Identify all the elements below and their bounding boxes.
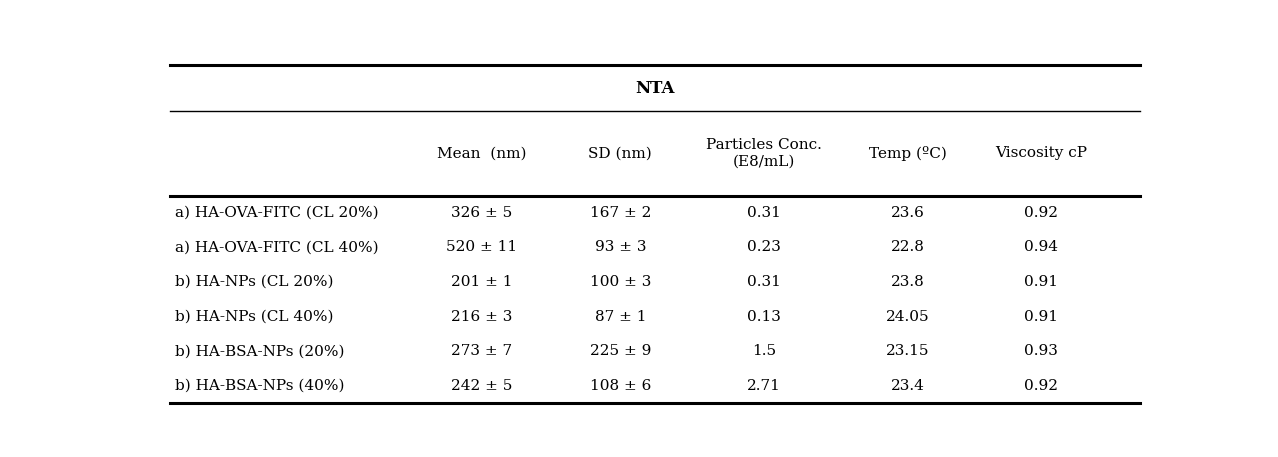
Text: a) HA-OVA-FITC (CL 20%): a) HA-OVA-FITC (CL 20%) bbox=[175, 206, 378, 220]
Text: 0.23: 0.23 bbox=[746, 240, 781, 255]
Text: 23.8: 23.8 bbox=[891, 275, 924, 289]
Text: a) HA-OVA-FITC (CL 40%): a) HA-OVA-FITC (CL 40%) bbox=[175, 240, 378, 255]
Text: Particles Conc.
(E8/mL): Particles Conc. (E8/mL) bbox=[705, 138, 822, 169]
Text: 93 ± 3: 93 ± 3 bbox=[594, 240, 647, 255]
Text: b) HA-NPs (CL 40%): b) HA-NPs (CL 40%) bbox=[175, 310, 334, 324]
Text: 216 ± 3: 216 ± 3 bbox=[451, 310, 512, 324]
Text: NTA: NTA bbox=[635, 80, 675, 97]
Text: 326 ± 5: 326 ± 5 bbox=[451, 206, 512, 220]
Text: 0.92: 0.92 bbox=[1024, 379, 1058, 393]
Text: 225 ± 9: 225 ± 9 bbox=[589, 344, 651, 358]
Text: 108 ± 6: 108 ± 6 bbox=[589, 379, 651, 393]
Text: Temp (ºC): Temp (ºC) bbox=[869, 146, 947, 161]
Text: Viscosity cP: Viscosity cP bbox=[996, 146, 1088, 160]
Text: b) HA-NPs (CL 20%): b) HA-NPs (CL 20%) bbox=[175, 275, 334, 289]
Text: 0.13: 0.13 bbox=[746, 310, 781, 324]
Text: 0.91: 0.91 bbox=[1024, 310, 1058, 324]
Text: 520 ± 11: 520 ± 11 bbox=[446, 240, 518, 255]
Text: 0.91: 0.91 bbox=[1024, 275, 1058, 289]
Text: 22.8: 22.8 bbox=[891, 240, 924, 255]
Text: 273 ± 7: 273 ± 7 bbox=[451, 344, 512, 358]
Text: b) HA-BSA-NPs (40%): b) HA-BSA-NPs (40%) bbox=[175, 379, 344, 393]
Text: b) HA-BSA-NPs (20%): b) HA-BSA-NPs (20%) bbox=[175, 344, 344, 358]
Text: 167 ± 2: 167 ± 2 bbox=[589, 206, 651, 220]
Text: 0.31: 0.31 bbox=[746, 275, 781, 289]
Text: 201 ± 1: 201 ± 1 bbox=[451, 275, 512, 289]
Text: 242 ± 5: 242 ± 5 bbox=[451, 379, 512, 393]
Text: 23.15: 23.15 bbox=[886, 344, 929, 358]
Text: 24.05: 24.05 bbox=[886, 310, 929, 324]
Text: 0.92: 0.92 bbox=[1024, 206, 1058, 220]
Text: Mean  (nm): Mean (nm) bbox=[437, 146, 527, 160]
Text: 23.4: 23.4 bbox=[891, 379, 924, 393]
Text: 0.31: 0.31 bbox=[746, 206, 781, 220]
Text: 0.93: 0.93 bbox=[1024, 344, 1058, 358]
Text: 0.94: 0.94 bbox=[1024, 240, 1058, 255]
Text: 100 ± 3: 100 ± 3 bbox=[589, 275, 651, 289]
Text: 87 ± 1: 87 ± 1 bbox=[594, 310, 647, 324]
Text: 23.6: 23.6 bbox=[891, 206, 924, 220]
Text: SD (nm): SD (nm) bbox=[588, 146, 652, 160]
Text: 2.71: 2.71 bbox=[746, 379, 781, 393]
Text: 1.5: 1.5 bbox=[751, 344, 776, 358]
